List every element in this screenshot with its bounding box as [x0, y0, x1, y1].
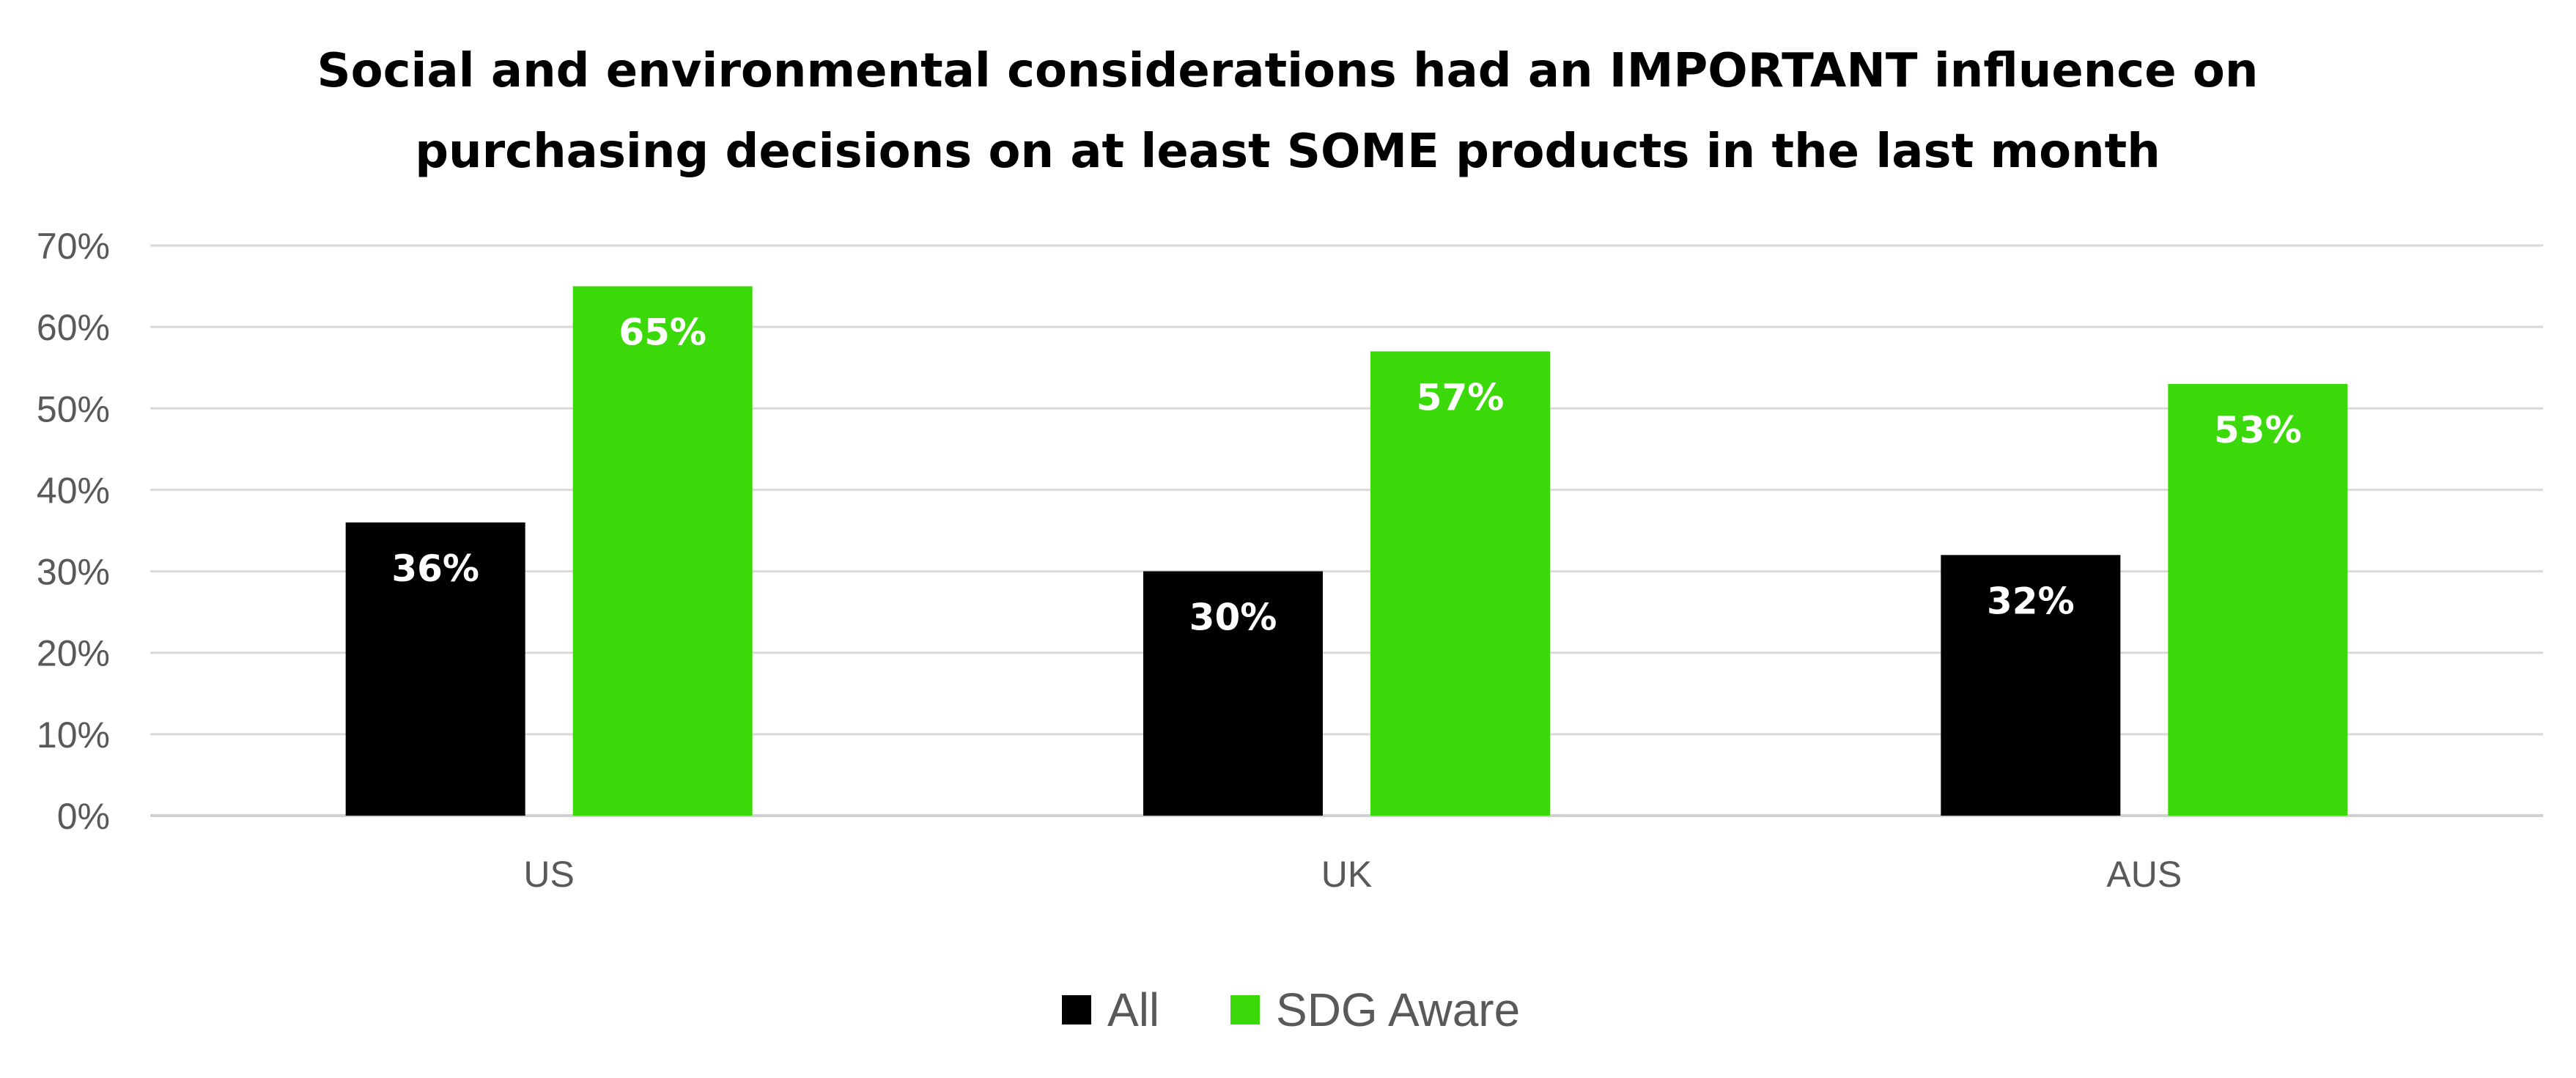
y-tick-label: 40% [37, 470, 110, 511]
bar-sdg-aware-us [572, 286, 753, 816]
legend-label: SDG Aware [1276, 983, 1520, 1036]
category-label: US [523, 854, 574, 895]
data-label: 57% [1417, 376, 1505, 418]
y-tick-label: 50% [37, 388, 110, 429]
data-label: 53% [2214, 409, 2302, 451]
bar-sdg-aware-aus [2168, 383, 2348, 816]
y-tick-label: 20% [37, 633, 110, 674]
category-label: AUS [2106, 854, 2182, 895]
y-tick-label: 70% [37, 226, 110, 267]
legend-swatch-all [1062, 995, 1091, 1025]
chart-title-line-1: Social and environmental considerations … [317, 44, 2259, 98]
y-tick-label: 0% [57, 796, 110, 837]
bar-all-aus [1941, 555, 2121, 816]
bars [345, 286, 2348, 816]
data-label: 36% [391, 547, 479, 590]
data-label: 32% [1987, 580, 2075, 622]
data-labels: 36% 65% 30% 57% 32% 53% [391, 311, 2301, 639]
gridlines [150, 244, 2543, 817]
legend-swatch-sdg-aware [1230, 995, 1260, 1025]
y-axis-tick-labels: 0% 10% 20% 30% 40% 50% 60% 70% [37, 226, 110, 837]
bar-all-us [345, 522, 525, 816]
legend-label: All [1107, 983, 1159, 1036]
y-tick-label: 10% [37, 715, 110, 756]
bar-all-uk [1143, 571, 1323, 816]
legend: All SDG Aware [1062, 983, 1520, 1036]
y-tick-label: 60% [37, 307, 110, 348]
data-label: 65% [619, 311, 706, 354]
category-labels: US UK AUS [523, 854, 2182, 895]
category-label: UK [1321, 854, 1372, 895]
data-label: 30% [1189, 597, 1277, 639]
y-tick-label: 30% [37, 552, 110, 593]
chart-title-line-2: purchasing decisions on at least SOME pr… [415, 125, 2160, 179]
bar-sdg-aware-uk [1370, 351, 1550, 816]
